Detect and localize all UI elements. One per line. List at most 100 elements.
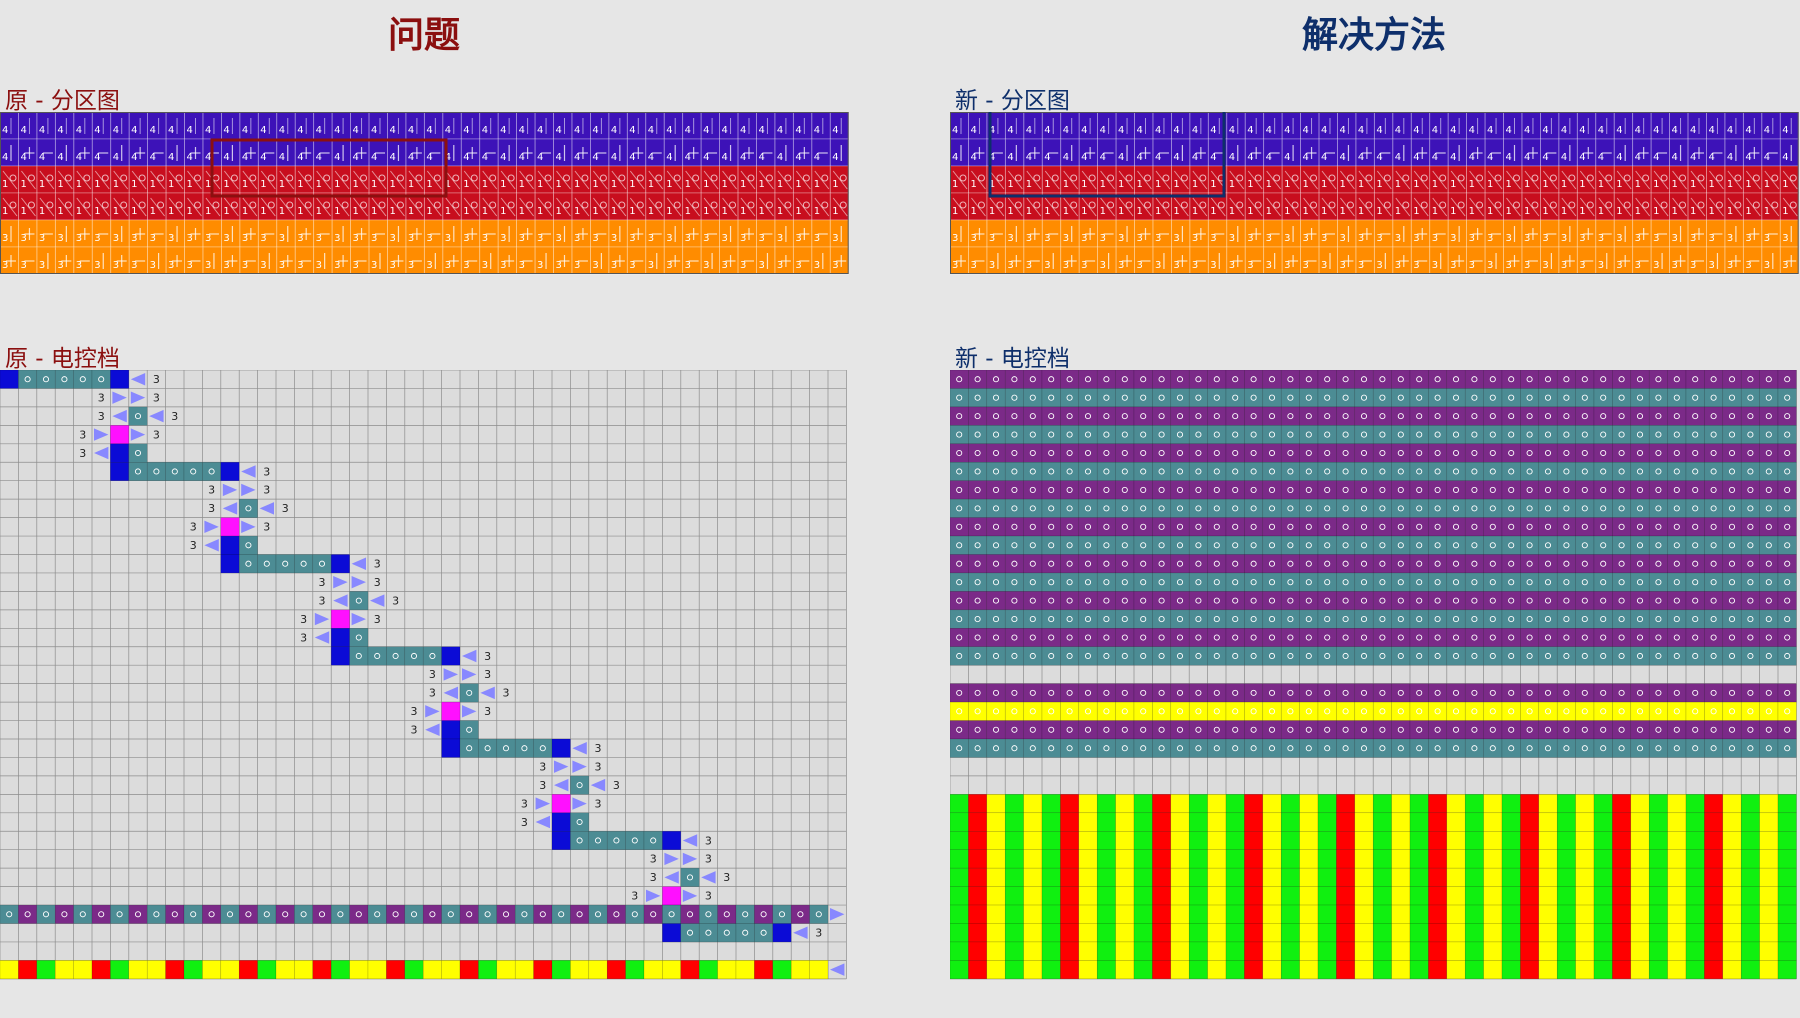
stitch-cell: [1428, 370, 1448, 389]
stitch-cell: [1041, 406, 1061, 426]
zone-cell-label: 3: [57, 260, 63, 271]
zone-cell-label: 3: [989, 260, 995, 271]
stitch-cell: [1207, 960, 1227, 980]
zone-cell-label: 3: [611, 260, 617, 271]
stitch-cell: [1152, 738, 1172, 758]
stitch-glyph: [1655, 468, 1662, 475]
stitch-cell: [1004, 609, 1024, 629]
stitch-cell: [1391, 517, 1411, 537]
zone-cell-label: 1: [205, 179, 211, 190]
stitch-cell: [1464, 535, 1484, 555]
stitch-glyph: [1250, 634, 1257, 641]
stitch-cell: [986, 683, 1006, 703]
stitch-cell: [1041, 812, 1061, 832]
stitch-glyph: [1581, 468, 1588, 475]
stitch-glyph: [1600, 376, 1607, 383]
stitch-cell: [968, 425, 988, 445]
stitch-cell: [459, 683, 479, 703]
stitch-glyph: [1397, 542, 1404, 549]
zone-cell-label: 4: [685, 125, 691, 136]
stitch-glyph: [1581, 523, 1588, 530]
zone-cell-label: 4: [223, 152, 229, 163]
stitch-cell: [1041, 867, 1061, 887]
stitch-cell: [1740, 443, 1760, 463]
stitch-glyph: [1673, 376, 1680, 383]
stitch-cell: [1152, 572, 1172, 592]
stitch-cell: [1317, 831, 1337, 850]
zone-cell-label: 1: [500, 206, 506, 217]
zone-mark: [655, 201, 663, 209]
stitch-cell: [1740, 646, 1760, 666]
zone-cell-label: 3: [389, 233, 395, 244]
zone-cell-label: 3: [1653, 233, 1659, 244]
stitch-cell: [1575, 388, 1595, 408]
stitch-cell: [1262, 388, 1282, 408]
stitch-cell: [1244, 498, 1264, 518]
stitch-glyph: [742, 929, 749, 936]
stitch-cell: [1372, 794, 1392, 814]
stitch-cell: [1115, 591, 1135, 611]
stitch-cell: [1280, 646, 1300, 666]
arrow-mark: [259, 502, 274, 515]
zone-cell-label: 3: [1616, 233, 1622, 244]
stitch-cell: [1115, 462, 1135, 481]
stitch-cell: [1575, 904, 1595, 924]
stitch-cell: [1667, 388, 1687, 408]
stitch-cell: [1759, 498, 1779, 518]
stitch-glyph: [1434, 652, 1441, 660]
stitch-cell: [754, 960, 774, 980]
stitch-glyph: [1324, 542, 1331, 549]
stitch-glyph: [1784, 542, 1791, 549]
stitch-glyph: [1434, 597, 1441, 604]
stitch-glyph: [956, 597, 963, 604]
zone-cell-label: 3: [353, 233, 359, 244]
stitch-glyph: [1397, 745, 1404, 752]
stitch-cell: [1391, 628, 1411, 647]
stitch-cell: [1299, 517, 1319, 537]
zone-mark: [977, 174, 985, 182]
stitch-cell: [1096, 628, 1116, 647]
stitch-cell: [1041, 591, 1061, 611]
stitch-glyph: [1011, 652, 1018, 660]
stitch-cell: [404, 646, 424, 666]
stitch-cell: [110, 462, 130, 481]
stitch-glyph: [1655, 542, 1662, 549]
step-number: 3: [153, 391, 160, 404]
zone-cell-label: 4: [1303, 125, 1309, 136]
stitch-cell: [1188, 498, 1208, 518]
zone-mark: [952, 197, 968, 217]
stitch-cell: [1428, 904, 1448, 924]
stitch-cell: [1115, 646, 1135, 666]
stitch-cell: [1464, 960, 1484, 980]
stitch-cell: [1372, 572, 1392, 592]
stitch-glyph: [1066, 745, 1073, 752]
stitch-cell: [1133, 720, 1153, 740]
stitch-cell: [1667, 572, 1687, 592]
stitch-cell: [1078, 701, 1098, 721]
stitch-glyph: [1158, 579, 1165, 586]
stitch-cell: [1041, 572, 1061, 592]
zone-cell-label: 3: [989, 233, 995, 244]
stitch-cell: [496, 960, 516, 980]
stitch-glyph: [1268, 468, 1276, 475]
stitch-cell: [1041, 738, 1061, 758]
stitch-cell: [1299, 535, 1319, 555]
step-number: 3: [429, 687, 436, 700]
stitch-cell: [1023, 591, 1043, 611]
stitch-cell: [128, 462, 148, 481]
stitch-glyph: [1636, 413, 1644, 420]
zone-mark: [76, 170, 92, 190]
stitch-cell: [1188, 738, 1208, 758]
stitch-cell: [1152, 443, 1172, 463]
stitch-glyph: [1011, 505, 1018, 512]
stitch-glyph: [1360, 394, 1368, 401]
stitch-cell: [772, 904, 792, 924]
stitch-glyph: [1084, 634, 1092, 641]
zone-cell-label: 3: [1303, 233, 1309, 244]
stitch-glyph: [1195, 413, 1202, 420]
stitch-cell: [1170, 683, 1190, 703]
stitch-cell: [1722, 388, 1742, 408]
stitch-glyph: [956, 542, 963, 549]
stitch-cell: [1501, 794, 1521, 814]
